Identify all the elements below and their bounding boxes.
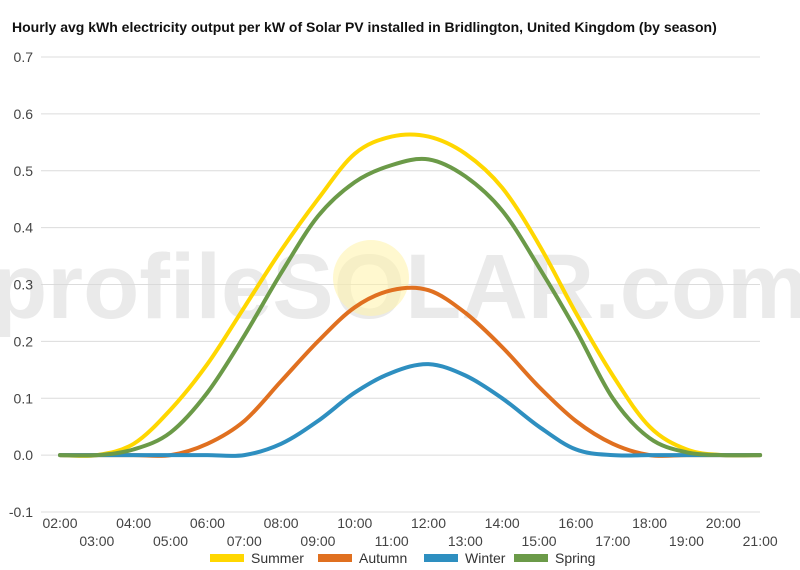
- series-line-spring: [58, 156, 763, 458]
- x-tick-label: 11:00: [375, 533, 409, 549]
- legend-item-spring[interactable]: Spring: [514, 550, 595, 566]
- y-tick-label: -0.1: [9, 504, 33, 520]
- x-tick-label: 06:00: [190, 515, 225, 531]
- y-tick-label: 0.0: [14, 447, 34, 463]
- legend-swatch: [424, 554, 458, 562]
- y-tick-label: 0.6: [14, 106, 34, 122]
- y-tick-label: 0.5: [14, 163, 34, 179]
- x-tick-label: 14:00: [485, 515, 520, 531]
- x-tick-label: 03:00: [79, 533, 114, 549]
- x-tick-label: 16:00: [558, 515, 593, 531]
- legend-label: Winter: [465, 550, 506, 566]
- legend-item-winter[interactable]: Winter: [424, 550, 506, 566]
- x-tick-label: 19:00: [669, 533, 704, 549]
- legend-swatch: [514, 554, 548, 562]
- x-tick-label: 21:00: [743, 533, 778, 549]
- x-tick-label: 10:00: [337, 515, 372, 531]
- series-line-summer: [58, 132, 763, 458]
- legend-label: Spring: [555, 550, 595, 566]
- x-tick-label: 13:00: [448, 533, 483, 549]
- x-tick-label: 07:00: [227, 533, 262, 549]
- x-tick-label: 18:00: [632, 515, 667, 531]
- y-axis-labels: -0.1 0.0 0.1 0.2 0.3 0.4 0.5 0.6 0.7: [9, 49, 33, 520]
- legend-label: Autumn: [359, 550, 407, 566]
- x-tick-label: 15:00: [522, 533, 557, 549]
- legend-item-summer[interactable]: Summer: [210, 550, 304, 566]
- x-tick-label: 04:00: [116, 515, 151, 531]
- legend-item-autumn[interactable]: Autumn: [318, 550, 407, 566]
- x-tick-label: 05:00: [153, 533, 188, 549]
- x-axis-labels: 02:00 04:00 06:00 08:00 10:00 12:00 14:00 16:00…: [42, 515, 777, 549]
- y-tick-label: 0.1: [14, 390, 34, 406]
- legend-swatch: [318, 554, 352, 562]
- x-tick-label: 08:00: [264, 515, 299, 531]
- x-tick-label: 17:00: [595, 533, 630, 549]
- x-tick-label: 12:00: [411, 515, 446, 531]
- legend-label: Summer: [251, 550, 304, 566]
- chart-title: Hourly avg kWh electricity output per kW…: [12, 19, 717, 35]
- y-tick-label: 0.7: [14, 49, 34, 65]
- watermark-sun-icon: [333, 240, 409, 316]
- series-line-winter: [58, 362, 763, 458]
- series-lines: [58, 132, 763, 458]
- y-tick-label: 0.4: [14, 220, 34, 236]
- legend[interactable]: Summer Autumn Winter Spring: [210, 550, 595, 566]
- legend-swatch: [210, 554, 244, 562]
- x-tick-label: 09:00: [300, 533, 335, 549]
- x-tick-label: 20:00: [706, 515, 741, 531]
- y-tick-label: 0.3: [14, 277, 34, 293]
- x-tick-label: 02:00: [42, 515, 77, 531]
- y-tick-label: 0.2: [14, 333, 34, 349]
